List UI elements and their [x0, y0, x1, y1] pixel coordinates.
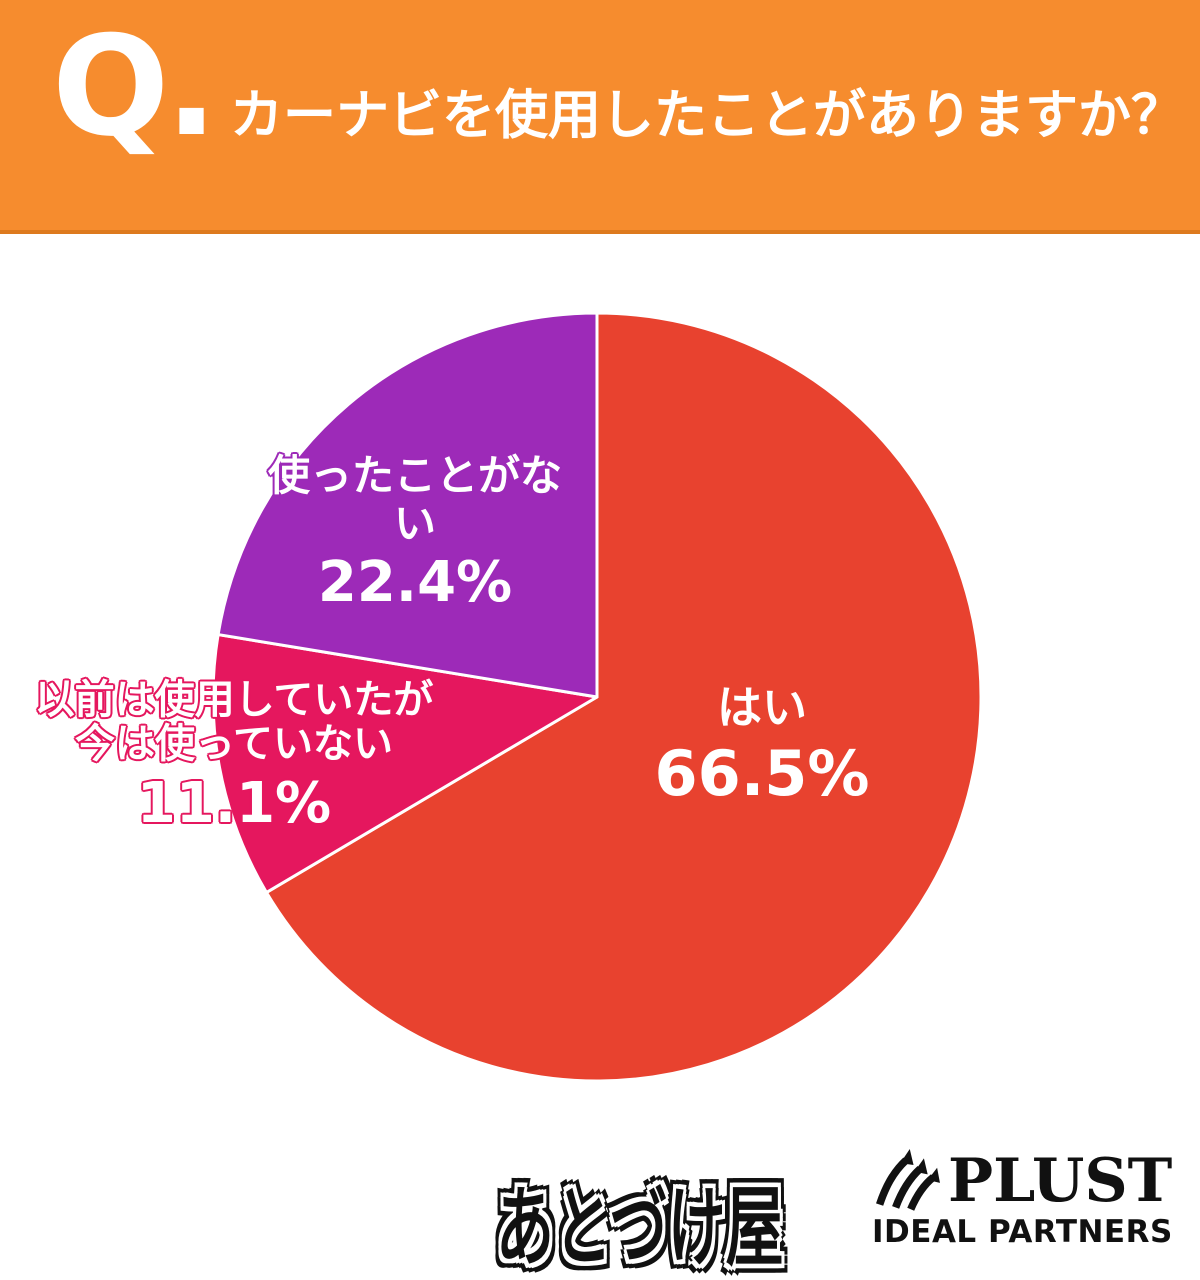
question-banner: Q. カーナビを使用したことがありますか？ [0, 0, 1200, 234]
pie-slice-2 [216, 311, 599, 699]
question-text: カーナビを使用したことがありますか？ [230, 85, 1184, 146]
q-mark-label: Q. [52, 6, 218, 167]
pie-slice-0 [264, 311, 983, 1083]
plust-logo-subtext: IDEAL PARTNERS [872, 1214, 1173, 1250]
plust-logo-text: PLUST [948, 1146, 1173, 1216]
plust-logo: PLUST IDEAL PARTNERS [870, 1144, 1190, 1264]
pie-chart [210, 310, 984, 1084]
atozukeya-logo: あとづけ屋 [496, 1176, 784, 1279]
pie-slice-1 [211, 633, 599, 894]
plust-arrows-icon [876, 1148, 940, 1211]
pie-chart-svg [211, 311, 983, 1083]
